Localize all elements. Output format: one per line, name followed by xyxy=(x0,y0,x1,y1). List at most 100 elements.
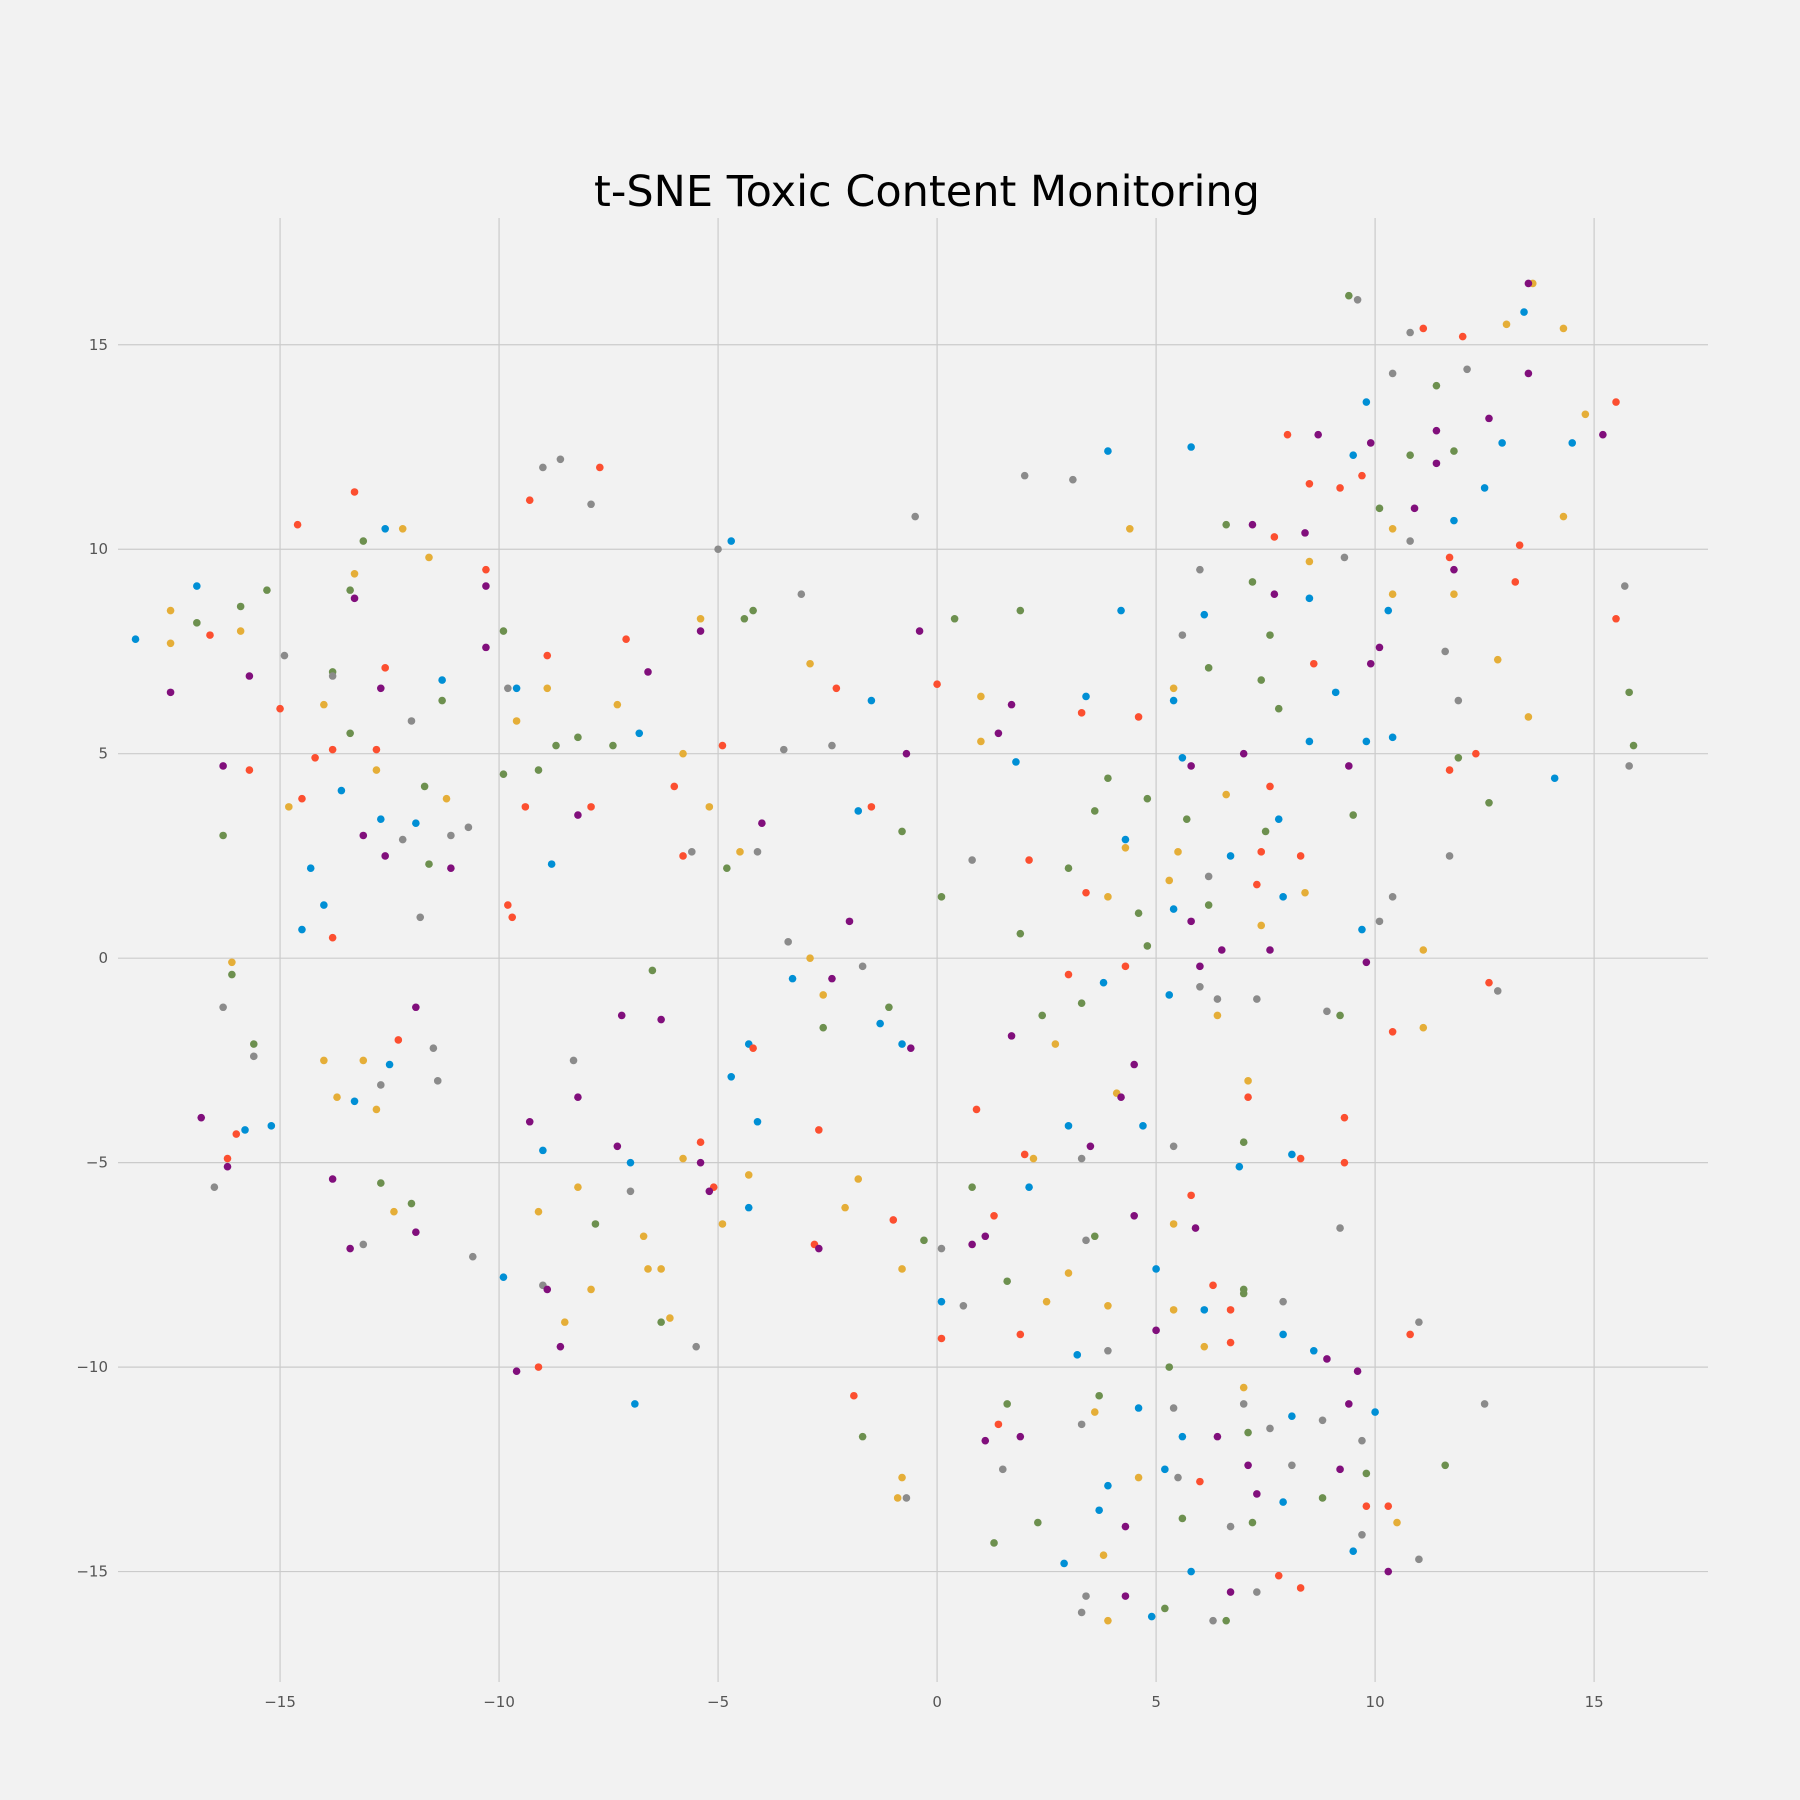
scatter-point xyxy=(898,1040,906,1048)
scatter-point xyxy=(1454,696,1463,705)
scatter-point xyxy=(679,1154,687,1163)
scatter-point xyxy=(1204,664,1213,672)
scatter-point xyxy=(1358,1530,1366,1539)
scatter-point xyxy=(994,1420,1003,1429)
scatter-point xyxy=(898,827,906,836)
scatter-point xyxy=(1187,762,1195,770)
scatter-point xyxy=(1090,1408,1099,1416)
x-tick-label: 5 xyxy=(1151,1693,1161,1711)
scatter-point xyxy=(412,819,420,828)
scatter-point xyxy=(1003,1400,1011,1408)
scatter-point xyxy=(1388,590,1397,599)
scatter-point xyxy=(1454,753,1463,762)
scatter-point xyxy=(1187,1191,1195,1200)
scatter-point xyxy=(1480,484,1489,492)
scatter-point xyxy=(1130,1060,1138,1069)
scatter-point xyxy=(1213,1432,1222,1441)
scatter-point xyxy=(1384,606,1393,615)
scatter-point xyxy=(815,1244,823,1253)
scatter-point xyxy=(1463,365,1471,374)
scatter-point xyxy=(438,696,446,705)
scatter-point xyxy=(1169,1404,1178,1412)
scatter-point xyxy=(1253,995,1261,1003)
scatter-point xyxy=(1388,1027,1397,1036)
scatter-point xyxy=(420,782,429,791)
scatter-point xyxy=(1270,533,1279,541)
scatter-point xyxy=(994,729,1003,738)
scatter-point xyxy=(1143,942,1152,950)
scatter-point xyxy=(1323,1355,1331,1363)
scatter-point xyxy=(1559,512,1568,521)
scatter-point xyxy=(1051,1040,1060,1048)
scatter-point xyxy=(298,794,306,803)
scatter-point xyxy=(1393,1518,1401,1527)
scatter-point xyxy=(1415,1555,1423,1564)
scatter-point xyxy=(512,717,521,725)
scatter-point xyxy=(850,1391,858,1400)
scatter-point xyxy=(1069,475,1077,484)
scatter-point xyxy=(1358,925,1366,934)
scatter-point xyxy=(1388,733,1397,742)
scatter-point xyxy=(1441,647,1449,656)
scatter-point xyxy=(744,1171,753,1179)
scatter-point xyxy=(972,1105,981,1114)
scatter-point xyxy=(482,565,490,574)
scatter-point xyxy=(1235,1162,1244,1171)
scatter-point xyxy=(241,1126,249,1134)
scatter-point xyxy=(670,782,679,791)
scatter-point xyxy=(385,1060,394,1069)
scatter-point xyxy=(1169,905,1178,913)
scatter-point xyxy=(219,1003,227,1012)
scatter-point xyxy=(1222,520,1230,529)
scatter-point xyxy=(937,1244,946,1253)
scatter-point xyxy=(718,741,727,750)
scatter-point xyxy=(1279,1498,1287,1506)
scatter-point xyxy=(937,1297,946,1306)
scatter-point xyxy=(1165,991,1174,999)
scatter-point xyxy=(320,901,328,909)
scatter-point xyxy=(1331,688,1340,697)
scatter-point xyxy=(1568,439,1577,447)
scatter-point xyxy=(350,1097,359,1106)
scatter-point xyxy=(1485,414,1493,423)
scatter-point xyxy=(1301,888,1309,897)
scatter-point xyxy=(968,1183,976,1191)
scatter-point xyxy=(587,500,595,509)
scatter-point xyxy=(525,496,534,504)
scatter-point xyxy=(1266,782,1274,791)
scatter-point xyxy=(263,586,271,594)
scatter-point xyxy=(1410,504,1419,513)
scatter-point xyxy=(1029,1154,1038,1163)
scatter-point xyxy=(1301,529,1309,537)
scatter-point xyxy=(1511,578,1520,586)
scatter-point xyxy=(1366,439,1375,447)
scatter-point xyxy=(1445,852,1454,860)
scatter-point xyxy=(1253,1588,1261,1596)
scatter-point xyxy=(1104,1481,1112,1490)
scatter-point xyxy=(1485,978,1493,987)
scatter-point xyxy=(560,1318,569,1326)
scatter-point xyxy=(1366,659,1375,668)
scatter-point xyxy=(1213,1011,1222,1020)
scatter-point xyxy=(359,831,368,840)
scatter-point xyxy=(547,860,556,868)
scatter-point xyxy=(736,848,744,856)
scatter-point xyxy=(1174,848,1182,856)
scatter-point xyxy=(1007,1032,1016,1040)
scatter-point xyxy=(543,651,552,660)
scatter-point xyxy=(193,582,201,590)
scatter-point xyxy=(1104,1616,1112,1625)
scatter-point xyxy=(1064,864,1073,873)
scatter-point xyxy=(328,672,337,680)
scatter-point xyxy=(1358,471,1366,480)
scatter-point xyxy=(692,1342,700,1351)
scatter-point xyxy=(228,970,236,979)
scatter-point xyxy=(727,1072,736,1081)
scatter-point xyxy=(504,901,512,909)
scatter-point xyxy=(1077,999,1086,1007)
scatter-point xyxy=(223,1162,232,1171)
scatter-point xyxy=(1257,921,1266,930)
scatter-point xyxy=(1121,843,1130,852)
scatter-point xyxy=(797,590,806,599)
scatter-point xyxy=(885,1003,893,1012)
